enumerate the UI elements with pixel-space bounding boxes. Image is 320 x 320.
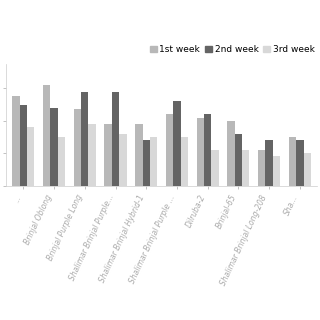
Bar bbox=[258, 150, 266, 186]
Bar bbox=[112, 92, 119, 186]
Bar bbox=[43, 85, 50, 186]
Bar bbox=[150, 137, 157, 186]
Bar bbox=[81, 92, 88, 186]
Bar bbox=[119, 134, 127, 186]
Bar bbox=[74, 109, 81, 186]
Bar bbox=[212, 150, 219, 186]
Bar bbox=[20, 105, 27, 186]
Bar bbox=[58, 137, 65, 186]
Bar bbox=[242, 150, 250, 186]
Bar bbox=[50, 108, 58, 186]
Bar bbox=[181, 137, 188, 186]
Bar bbox=[273, 156, 280, 186]
Bar bbox=[173, 101, 181, 186]
Bar bbox=[88, 124, 96, 186]
Bar bbox=[266, 140, 273, 186]
Bar bbox=[289, 137, 296, 186]
Bar bbox=[296, 140, 304, 186]
Bar bbox=[304, 153, 311, 186]
Bar bbox=[135, 124, 142, 186]
Bar bbox=[27, 127, 34, 186]
Bar bbox=[12, 96, 20, 186]
Bar bbox=[166, 114, 173, 186]
Bar bbox=[228, 121, 235, 186]
Bar bbox=[235, 134, 242, 186]
Legend: 1st week, 2nd week, 3rd week: 1st week, 2nd week, 3rd week bbox=[146, 42, 318, 58]
Bar bbox=[196, 117, 204, 186]
Bar bbox=[142, 140, 150, 186]
Bar bbox=[104, 124, 112, 186]
Bar bbox=[204, 114, 212, 186]
